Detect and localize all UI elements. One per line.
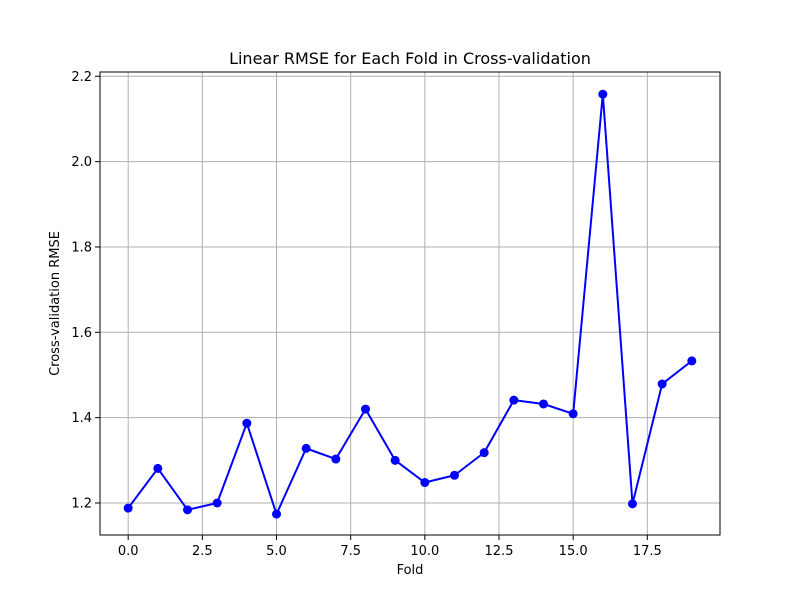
data-point (568, 409, 578, 419)
data-point (509, 395, 519, 405)
data-point (301, 443, 311, 453)
data-point (538, 399, 548, 409)
data-point (331, 454, 341, 464)
data-point (479, 448, 489, 458)
x-tick-label: 12.5 (485, 544, 514, 559)
x-tick-label: 10.0 (410, 544, 439, 559)
x-tick-label: 2.5 (192, 544, 213, 559)
series-line (127, 93, 693, 516)
data-point (598, 89, 608, 99)
x-axis-ticks: 0.0 2.5 5.0 7.5 10.0 12.5 15.0 17.5 (118, 535, 662, 559)
y-axis-ticks: 1.2 1.4 1.6 1.8 2.0 2.2 (71, 70, 100, 511)
y-tick-label: 1.4 (71, 411, 92, 426)
data-point (657, 379, 667, 389)
data-point (242, 418, 252, 428)
y-tick-label: 2.2 (71, 70, 92, 85)
x-tick-label: 17.5 (633, 544, 662, 559)
x-tick-label: 15.0 (559, 544, 588, 559)
data-point (390, 455, 400, 465)
data-point (687, 356, 697, 366)
data-point (212, 498, 222, 508)
data-point (627, 499, 637, 509)
data-point (123, 503, 133, 513)
y-axis-label: Cross-validation RMSE (48, 231, 63, 376)
chart-title: Linear RMSE for Each Fold in Cross-valid… (229, 49, 591, 68)
y-tick-label: 2.0 (71, 155, 92, 170)
x-axis-label: Fold (397, 563, 424, 578)
plot-frame (99, 71, 721, 536)
x-tick-label: 0.0 (118, 544, 139, 559)
y-tick-label: 1.8 (71, 240, 92, 255)
data-point (449, 470, 459, 480)
x-tick-label: 7.5 (340, 544, 361, 559)
data-point (183, 505, 193, 515)
data-point (361, 404, 371, 414)
y-tick-label: 1.2 (71, 496, 92, 511)
data-point (420, 478, 430, 488)
y-tick-label: 1.6 (71, 326, 92, 341)
data-point (272, 509, 282, 519)
series-layer (123, 89, 697, 519)
grid (100, 72, 720, 535)
x-tick-label: 5.0 (266, 544, 287, 559)
data-point (153, 463, 163, 473)
